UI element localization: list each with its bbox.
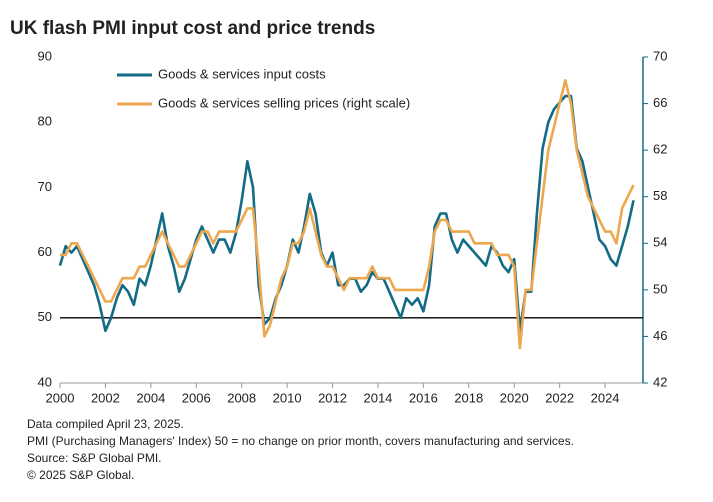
- y2-tick-label: 62: [653, 142, 667, 157]
- y-tick-label: 90: [38, 48, 52, 63]
- y-tick-label: 70: [38, 179, 52, 194]
- y-tick-label: 80: [38, 114, 52, 129]
- y2-tick-label: 50: [653, 281, 667, 296]
- x-tick-label: 2004: [136, 390, 165, 405]
- chart-title: UK flash PMI input cost and price trends: [10, 18, 375, 39]
- series-line: [58, 94, 635, 333]
- footnote: Data compiled April 23, 2025.: [27, 417, 184, 431]
- y2-tick-label: 66: [653, 95, 667, 110]
- y-tick-label: 50: [38, 309, 52, 324]
- series-line: [60, 79, 635, 350]
- y2-tick-label: 46: [653, 328, 667, 343]
- legend-label: Goods & services selling prices (right s…: [158, 95, 410, 110]
- y-tick-label: 40: [38, 374, 52, 389]
- footnote: © 2025 S&P Global.: [27, 468, 134, 482]
- x-tick-label: 2012: [318, 390, 347, 405]
- x-tick-label: 2018: [454, 390, 483, 405]
- legend-label: Goods & services input costs: [158, 66, 326, 81]
- y2-tick-label: 70: [653, 48, 667, 63]
- y2-tick-label: 42: [653, 374, 667, 389]
- x-tick-label: 2024: [591, 390, 620, 405]
- x-tick-label: 2020: [500, 390, 529, 405]
- x-tick-label: 2014: [363, 390, 392, 405]
- y2-tick-label: 54: [653, 235, 667, 250]
- footnote: PMI (Purchasing Managers' Index) 50 = no…: [27, 434, 574, 448]
- x-tick-label: 2000: [46, 390, 75, 405]
- footnote: Source: S&P Global PMI.: [27, 451, 162, 465]
- x-tick-label: 2008: [227, 390, 256, 405]
- x-tick-label: 2002: [91, 390, 120, 405]
- x-tick-label: 2010: [273, 390, 302, 405]
- x-tick-label: 2006: [182, 390, 211, 405]
- y2-tick-label: 58: [653, 188, 667, 203]
- y-tick-label: 60: [38, 244, 52, 259]
- x-tick-label: 2022: [545, 390, 574, 405]
- x-tick-label: 2016: [409, 390, 438, 405]
